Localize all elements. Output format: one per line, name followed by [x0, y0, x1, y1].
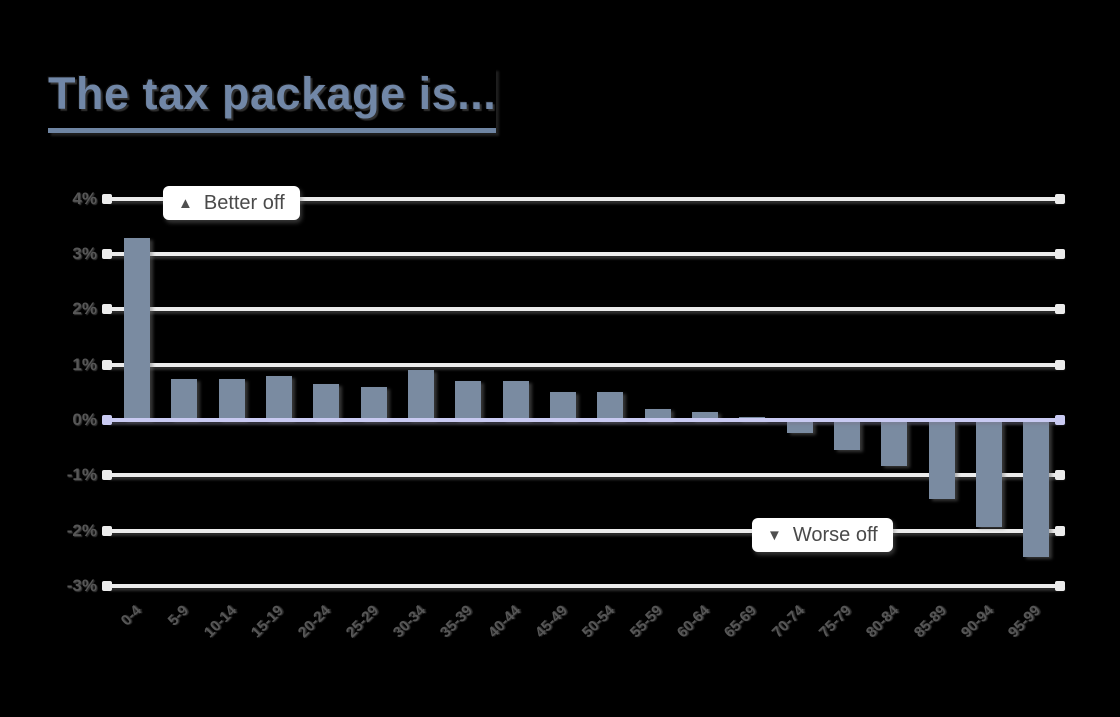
bar-percentile-75-79: [833, 422, 860, 450]
annotation-better-off: ▲ Better off: [163, 186, 300, 220]
gridline: [102, 359, 1065, 370]
bar-percentile-30-34: [407, 370, 434, 420]
chart-title: The tax package is...: [48, 68, 497, 133]
bar-percentile-70-74: [786, 422, 813, 434]
annotation-worse-off: ▼ Worse off: [752, 518, 893, 552]
up-triangle-icon: ▲: [178, 194, 193, 212]
down-triangle-icon: ▼: [767, 526, 782, 544]
bar-percentile-25-29: [360, 386, 387, 420]
bar-percentile-40-44: [502, 381, 529, 420]
bar-percentile-50-54: [597, 392, 624, 420]
bar-percentile-85-89: [928, 422, 955, 500]
bar-percentile-10-14: [218, 378, 245, 420]
gridline: [102, 249, 1065, 260]
bar-percentile-0-4: [124, 237, 150, 420]
y-axis-label: 2%: [72, 299, 97, 319]
gridline: [102, 580, 1065, 591]
bar-percentile-55-59: [644, 408, 671, 420]
gridline: [102, 304, 1065, 315]
y-axis-label: 3%: [72, 244, 97, 264]
bar-percentile-90-94: [975, 422, 1002, 528]
gridline: [102, 193, 1065, 204]
bar-percentile-35-39: [455, 381, 482, 420]
bar-percentile-20-24: [313, 384, 340, 420]
y-axis-label: 0%: [72, 410, 97, 429]
bar-percentile-60-64: [691, 411, 718, 420]
bar-percentile-15-19: [265, 375, 292, 420]
bar-percentile-45-49: [549, 392, 576, 420]
bar-percentile-5-9: [171, 378, 198, 420]
y-axis-label: 1%: [72, 354, 97, 374]
gridline: [102, 525, 1065, 536]
annotation-worse-off-label: Worse off: [792, 523, 878, 546]
zero-baseline-gridline: [102, 415, 1065, 425]
bar-percentile-95-99: [1023, 422, 1050, 558]
y-axis-label: -1%: [66, 465, 97, 485]
y-axis-label: 4%: [72, 188, 97, 208]
bar-percentile-80-84: [881, 422, 908, 467]
gridline: [102, 470, 1065, 481]
y-axis-label: -2%: [66, 520, 97, 540]
annotation-better-off-label: Better off: [203, 191, 285, 214]
y-axis-label: -3%: [66, 575, 97, 595]
